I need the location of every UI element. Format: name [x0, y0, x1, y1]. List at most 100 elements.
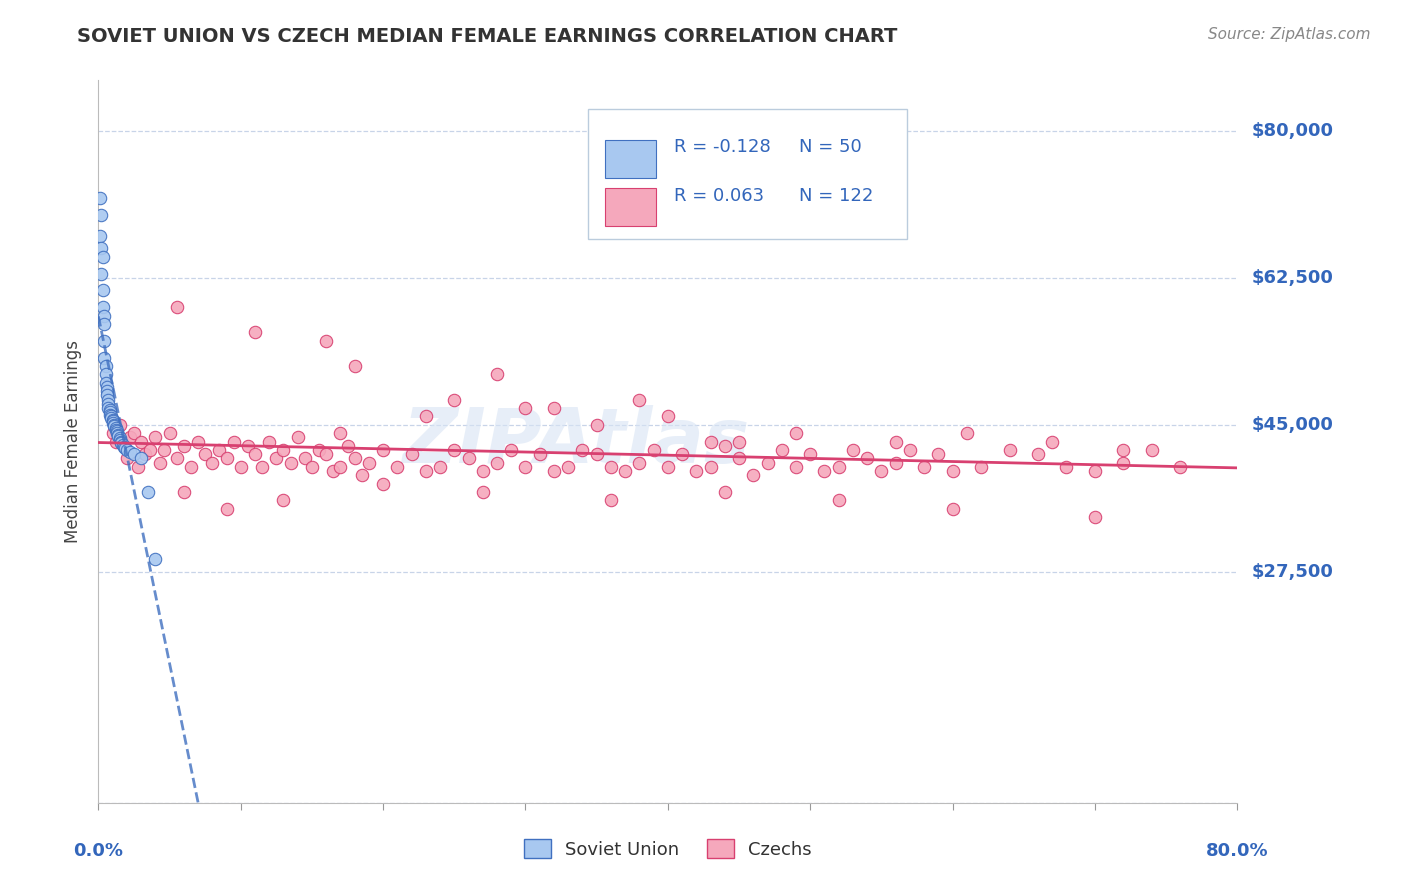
- Point: [671, 447, 693, 461]
- Point: [280, 456, 302, 470]
- Point: [114, 442, 136, 456]
- Point: [1026, 447, 1049, 461]
- Point: [127, 459, 149, 474]
- Point: [149, 456, 172, 470]
- Point: [828, 459, 851, 474]
- Point: [108, 417, 131, 432]
- Point: [122, 447, 145, 461]
- Text: Source: ZipAtlas.com: Source: ZipAtlas.com: [1208, 27, 1371, 42]
- Point: [98, 408, 121, 422]
- Point: [266, 451, 288, 466]
- Point: [115, 451, 138, 466]
- Point: [350, 468, 373, 483]
- Point: [315, 447, 337, 461]
- Point: [96, 384, 118, 398]
- Point: [657, 459, 679, 474]
- Point: [103, 419, 125, 434]
- Point: [93, 309, 115, 323]
- Point: [329, 426, 352, 441]
- Point: [1056, 459, 1078, 474]
- Point: [108, 433, 131, 447]
- Point: [98, 405, 121, 419]
- Point: [614, 464, 637, 478]
- Point: [145, 552, 167, 566]
- Point: [180, 459, 202, 474]
- Point: [166, 451, 188, 466]
- Point: [104, 434, 127, 449]
- Point: [685, 464, 707, 478]
- Point: [813, 464, 835, 478]
- Point: [471, 464, 494, 478]
- Point: [118, 430, 141, 444]
- Point: [1084, 464, 1107, 478]
- Point: [107, 427, 129, 442]
- Point: [153, 442, 176, 457]
- Point: [105, 426, 128, 441]
- Point: [173, 485, 195, 500]
- Point: [91, 250, 114, 264]
- Point: [970, 459, 993, 474]
- Point: [101, 416, 124, 430]
- Point: [134, 447, 156, 461]
- Point: [159, 426, 181, 441]
- Point: [728, 451, 751, 466]
- Point: [173, 439, 195, 453]
- Point: [329, 459, 352, 474]
- Point: [136, 485, 159, 500]
- Point: [101, 414, 124, 428]
- Point: [657, 409, 679, 424]
- Point: [96, 388, 118, 402]
- Point: [742, 468, 765, 483]
- Point: [699, 434, 721, 449]
- Point: [101, 426, 124, 441]
- Point: [998, 442, 1021, 457]
- Point: [799, 447, 821, 461]
- Point: [770, 442, 793, 457]
- Text: $27,500: $27,500: [1251, 563, 1333, 581]
- Point: [215, 501, 238, 516]
- Point: [90, 208, 112, 222]
- Point: [529, 447, 551, 461]
- Point: [373, 442, 395, 457]
- Point: [187, 434, 209, 449]
- Point: [97, 401, 120, 415]
- Point: [728, 434, 751, 449]
- Point: [97, 392, 120, 407]
- Y-axis label: Median Female Earnings: Median Female Earnings: [65, 340, 83, 543]
- Point: [108, 431, 131, 445]
- Point: [515, 401, 537, 415]
- Point: [898, 442, 921, 457]
- Point: [93, 334, 115, 348]
- Point: [387, 459, 409, 474]
- Point: [243, 447, 266, 461]
- Point: [343, 451, 366, 466]
- Point: [585, 417, 607, 432]
- Point: [112, 440, 135, 454]
- Point: [104, 423, 127, 437]
- Legend: Soviet Union, Czechs: Soviet Union, Czechs: [516, 832, 820, 866]
- Point: [486, 368, 509, 382]
- Point: [236, 439, 259, 453]
- Point: [785, 426, 807, 441]
- Point: [1140, 442, 1163, 457]
- Point: [373, 476, 395, 491]
- Point: [443, 442, 465, 457]
- Point: [98, 402, 121, 417]
- Point: [870, 464, 893, 478]
- Point: [600, 459, 623, 474]
- Point: [884, 456, 907, 470]
- Point: [699, 459, 721, 474]
- Point: [336, 439, 359, 453]
- Point: [415, 464, 437, 478]
- Point: [273, 493, 295, 508]
- Point: [600, 493, 623, 508]
- Point: [222, 434, 245, 449]
- Point: [145, 430, 167, 444]
- Point: [322, 464, 344, 478]
- Point: [1084, 510, 1107, 524]
- Point: [91, 283, 114, 297]
- Point: [956, 426, 979, 441]
- Point: [301, 459, 323, 474]
- Text: $45,000: $45,000: [1251, 416, 1333, 434]
- Point: [112, 439, 135, 453]
